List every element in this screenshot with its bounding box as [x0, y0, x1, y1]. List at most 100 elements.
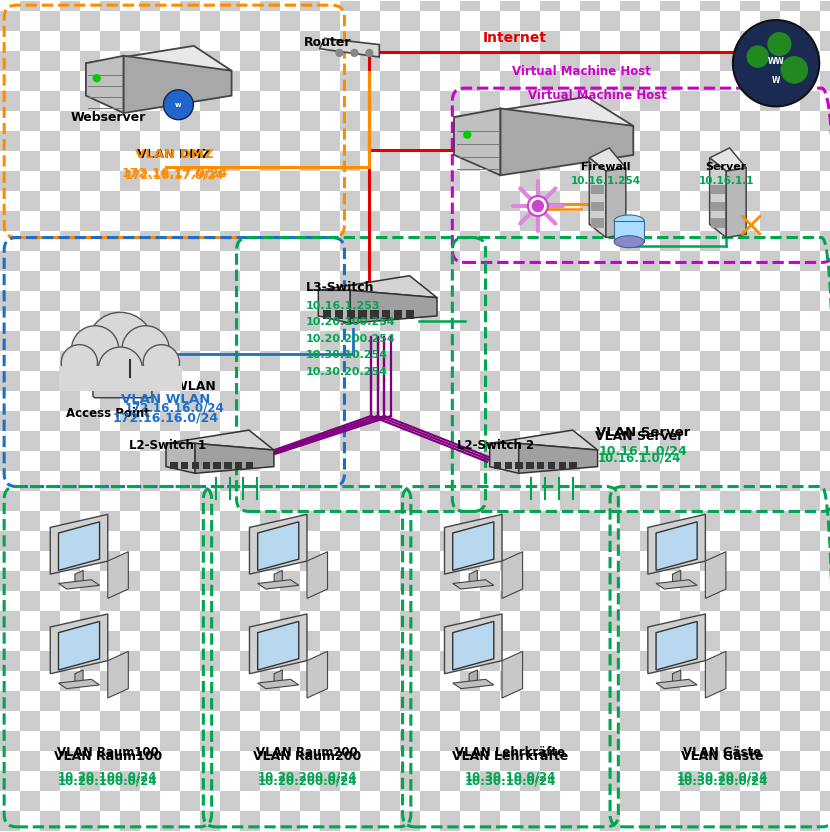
- Bar: [800, 151, 820, 171]
- Bar: [60, 31, 80, 51]
- Bar: [600, 131, 620, 151]
- Bar: [500, 711, 520, 731]
- Polygon shape: [58, 580, 100, 589]
- Bar: [40, 31, 60, 51]
- Bar: [260, 471, 280, 491]
- Bar: [460, 731, 480, 751]
- Bar: [800, 431, 820, 451]
- Bar: [240, 591, 260, 611]
- Bar: [800, 71, 820, 91]
- Bar: [500, 331, 520, 351]
- Bar: [120, 591, 140, 611]
- Bar: [240, 451, 260, 471]
- Bar: [480, 611, 500, 631]
- Bar: [400, 651, 420, 671]
- Bar: [420, 611, 440, 631]
- Bar: [80, 91, 100, 111]
- Bar: [100, 471, 120, 491]
- Bar: [620, 351, 640, 371]
- Bar: [600, 771, 620, 791]
- Bar: [800, 651, 820, 671]
- Bar: [500, 611, 520, 631]
- Bar: [660, 551, 680, 571]
- Bar: [440, 211, 460, 231]
- Bar: [320, 551, 340, 571]
- Bar: [580, 191, 600, 211]
- Bar: [560, 71, 580, 91]
- Bar: [340, 91, 360, 111]
- Bar: [620, 51, 640, 71]
- Bar: [480, 671, 500, 691]
- Text: WW: WW: [768, 57, 784, 66]
- Bar: [160, 91, 180, 111]
- Text: VLAN Gäste: VLAN Gäste: [683, 745, 761, 759]
- Bar: [140, 131, 160, 151]
- Bar: [160, 191, 180, 211]
- Bar: [0, 491, 20, 511]
- Bar: [120, 771, 140, 791]
- Bar: [820, 331, 830, 351]
- Bar: [440, 451, 460, 471]
- Bar: [600, 611, 620, 631]
- Bar: [60, 571, 80, 591]
- Bar: [460, 751, 480, 771]
- Bar: [0, 271, 20, 291]
- Bar: [160, 771, 180, 791]
- Bar: [760, 371, 780, 391]
- Bar: [500, 751, 520, 771]
- Bar: [440, 471, 460, 491]
- Bar: [720, 91, 740, 111]
- Bar: [820, 71, 830, 91]
- Bar: [520, 51, 540, 71]
- Bar: [240, 571, 260, 591]
- Bar: [620, 451, 640, 471]
- Bar: [360, 451, 380, 471]
- Bar: [100, 691, 120, 711]
- Bar: [40, 11, 60, 31]
- Polygon shape: [350, 290, 437, 323]
- Bar: [160, 551, 180, 571]
- Bar: [200, 71, 220, 91]
- Bar: [200, 331, 220, 351]
- Bar: [440, 391, 460, 411]
- Bar: [280, 231, 300, 251]
- Polygon shape: [86, 56, 124, 113]
- Bar: [160, 111, 180, 131]
- Bar: [600, 551, 620, 571]
- Bar: [120, 451, 140, 471]
- Bar: [460, 191, 480, 211]
- Bar: [140, 211, 160, 231]
- Polygon shape: [469, 670, 477, 686]
- Bar: [140, 751, 160, 771]
- Bar: [740, 511, 760, 531]
- Bar: [520, 591, 540, 611]
- Bar: [660, 531, 680, 551]
- Bar: [760, 171, 780, 191]
- Bar: [400, 331, 420, 351]
- Bar: [580, 431, 600, 451]
- Bar: [40, 351, 60, 371]
- Bar: [140, 471, 160, 491]
- Text: Server: Server: [706, 162, 747, 172]
- Bar: [600, 391, 620, 411]
- Bar: [580, 651, 600, 671]
- Bar: [400, 671, 420, 691]
- Bar: [540, 791, 560, 811]
- Bar: [460, 611, 480, 631]
- Bar: [200, 311, 220, 331]
- Bar: [40, 691, 60, 711]
- Bar: [160, 751, 180, 771]
- Bar: [580, 311, 600, 331]
- Bar: [500, 31, 520, 51]
- Bar: [480, 771, 500, 791]
- Bar: [180, 151, 200, 171]
- Bar: [240, 151, 260, 171]
- Bar: [120, 0, 140, 11]
- Bar: [300, 331, 320, 351]
- Bar: [540, 771, 560, 791]
- Bar: [340, 651, 360, 671]
- Bar: [720, 31, 740, 51]
- Bar: [700, 811, 720, 831]
- Bar: [780, 211, 800, 231]
- Bar: [300, 111, 320, 131]
